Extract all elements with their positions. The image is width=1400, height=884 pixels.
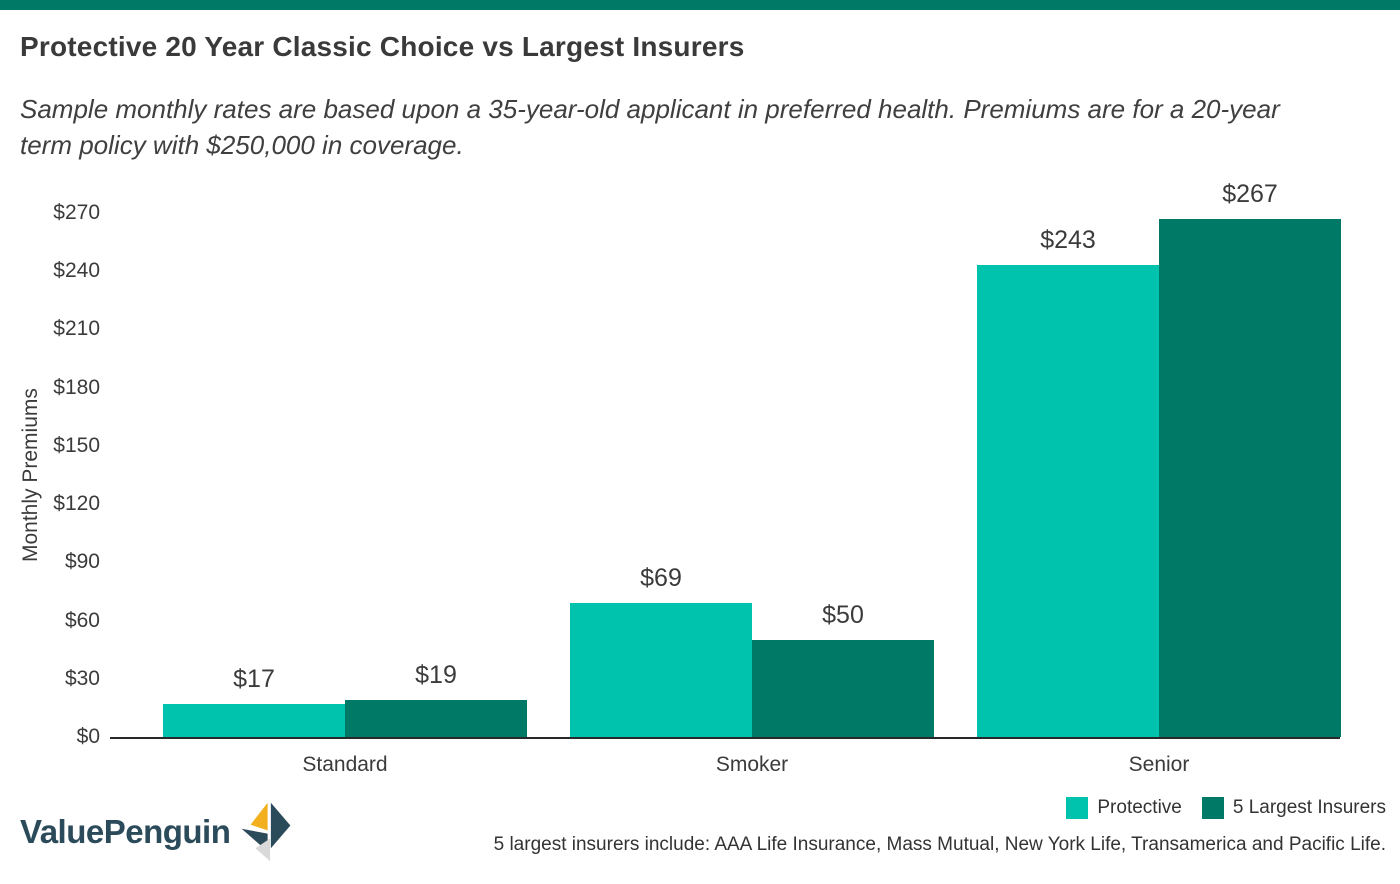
- legend-label: 5 Largest Insurers: [1232, 797, 1386, 818]
- legend-swatch: [1201, 797, 1224, 819]
- legend-label: Protective: [1097, 797, 1182, 818]
- chart-title: Protective 20 Year Classic Choice vs Lar…: [20, 31, 745, 62]
- legend-item: 5 Largest Insurers: [1201, 797, 1386, 819]
- y-axis-tick-label: $30: [64, 666, 100, 690]
- top-accent-bar: [0, 0, 1400, 10]
- bar-value-label: $267: [1222, 179, 1278, 208]
- bar-value-label: $19: [415, 661, 457, 690]
- chart-subtitle-line2: term policy with $250,000 in coverage.: [20, 129, 464, 160]
- brand-logo: ValuePenguin: [20, 801, 292, 863]
- y-axis-tick-label: $90: [64, 550, 100, 574]
- bar-value-label: $50: [822, 600, 864, 629]
- y-axis-tick-label: $60: [64, 608, 100, 632]
- category-label: Senior: [1128, 753, 1190, 776]
- logo-text: ValuePenguin: [20, 813, 231, 850]
- category-label: Standard: [302, 753, 388, 776]
- bar-protective-standard: [163, 704, 345, 737]
- legend-item: Protective: [1066, 797, 1182, 819]
- legend-swatch: [1066, 797, 1089, 819]
- category-label: Smoker: [715, 753, 789, 776]
- bar-value-label: $17: [233, 665, 275, 694]
- y-axis-tick-label: $150: [53, 433, 100, 457]
- bar-5-largest-insurers-senior: [1159, 218, 1341, 737]
- y-axis-tick-label: $120: [53, 492, 100, 516]
- bar-protective-senior: [977, 265, 1159, 737]
- bar-value-label: $243: [1040, 226, 1096, 255]
- bar-5-largest-insurers-smoker: [752, 639, 934, 737]
- y-axis-tick-label: $0: [76, 725, 100, 748]
- legend: Protective 5 Largest Insurers: [1066, 797, 1386, 819]
- y-axis-tick-label: $270: [53, 201, 100, 224]
- bar-5-largest-insurers-standard: [345, 700, 527, 737]
- logo-diamond-icon: [242, 802, 291, 862]
- y-axis-tick-label: $240: [53, 259, 100, 283]
- chart-subtitle-line1: Sample monthly rates are based upon a 35…: [20, 94, 1280, 124]
- diamond-triangle-right-navy: [271, 802, 291, 849]
- diamond-triangle-gray: [255, 838, 271, 862]
- y-axis: $0 $30 $60 $90 $120 $150 $180 $210 $240 $270: [20, 201, 100, 748]
- plot-area: $17 $19 Standard $69 $50 Smoker $243 $267 Senior: [110, 180, 1341, 776]
- y-axis-tick-label: $180: [53, 375, 100, 399]
- bar-value-label: $69: [640, 564, 682, 593]
- footnote: 5 largest insurers include: AAA Life Ins…: [493, 834, 1386, 855]
- diamond-triangle-gold: [250, 802, 269, 831]
- bar-protective-smoker: [570, 603, 752, 737]
- chart-subtitle: Sample monthly rates are based upon a 35…: [20, 92, 1280, 164]
- y-axis-tick-label: $210: [53, 317, 100, 341]
